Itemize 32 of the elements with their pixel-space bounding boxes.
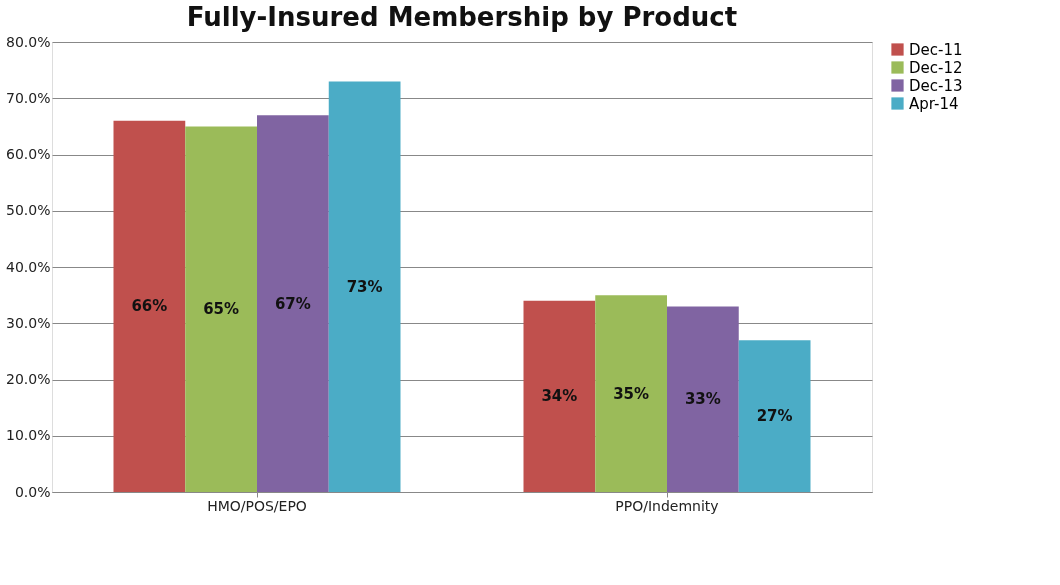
text: 65% xyxy=(203,300,240,319)
y-tick-label: 60.0% xyxy=(6,146,51,162)
y-tick-label: 30.0% xyxy=(6,314,51,331)
y-tick-label: 70.0% xyxy=(6,89,51,106)
bar xyxy=(667,306,739,492)
text: 73% xyxy=(346,277,383,296)
bar xyxy=(328,81,401,492)
bar xyxy=(738,340,811,492)
legend-label: Dec-12 xyxy=(909,58,963,77)
text: 35% xyxy=(613,384,650,403)
bar xyxy=(595,295,667,492)
y-tick-label: 20.0% xyxy=(6,371,51,387)
text: 34% xyxy=(541,387,578,406)
legend-label: Dec-13 xyxy=(909,76,963,95)
text: 66% xyxy=(131,297,168,316)
legend-label: Dec-11 xyxy=(909,40,963,59)
y-tick-label: 80.0% xyxy=(6,33,51,50)
y-tick-label: 50.0% xyxy=(6,202,51,219)
y-tick-label: 0.0% xyxy=(14,483,51,500)
y-tick-label: 40.0% xyxy=(6,258,51,275)
x-tick-label: HMO/POS/EPO xyxy=(207,497,307,514)
bar xyxy=(113,120,186,492)
x-tick-label: PPO/Indemnity xyxy=(615,497,719,514)
bar xyxy=(185,126,257,492)
chart-title: Fully-Insured Membership by Product xyxy=(186,2,738,32)
bar xyxy=(523,300,596,492)
text: 27% xyxy=(756,407,793,426)
text: 67% xyxy=(274,294,311,313)
y-tick-label: 10.0% xyxy=(6,427,51,444)
text: 33% xyxy=(684,390,721,409)
legend-label: Apr-14 xyxy=(909,94,959,113)
bar xyxy=(257,115,329,492)
